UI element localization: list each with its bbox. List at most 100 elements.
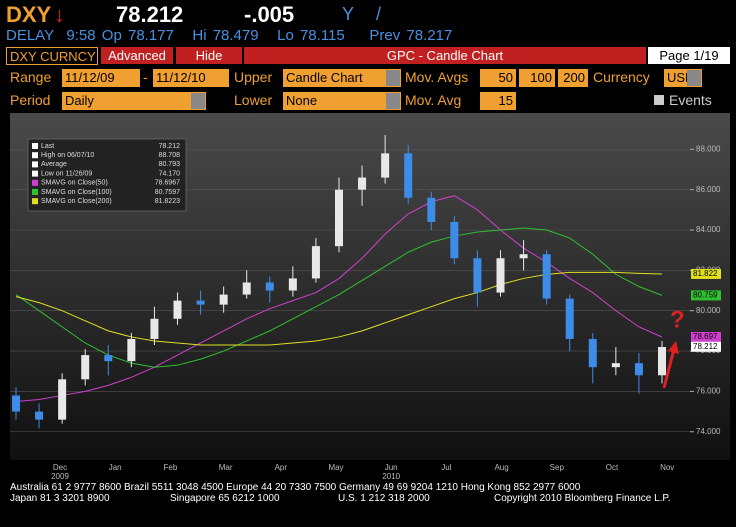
legend-label: Low on 11/26/09 (41, 170, 92, 177)
legend-label: SMAVG on Close(50) (41, 180, 108, 187)
legend-box (27, 138, 187, 212)
candle-body (588, 338, 597, 368)
low: Lo 78.115 (277, 27, 345, 44)
currency-select[interactable]: USD (664, 69, 702, 87)
x-tick-label: Feb (164, 463, 178, 472)
mov-avg[interactable]: 15 (480, 92, 516, 110)
lower-label: Lower (234, 92, 273, 108)
range-start[interactable]: 11/12/09 (62, 69, 140, 87)
y-tick-label: 86.000 (696, 185, 721, 194)
candle-body (519, 254, 528, 259)
sma-line (15, 271, 663, 346)
candle-body (658, 347, 666, 376)
candle-body (104, 355, 113, 362)
candle-body (496, 258, 505, 293)
range-end[interactable]: 11/12/10 (153, 69, 229, 87)
dropdown-arrow[interactable] (687, 70, 701, 86)
candle-body (311, 246, 320, 279)
advanced-button[interactable]: Advanced (101, 47, 173, 64)
legend-swatch (32, 179, 38, 186)
currency-label: Currency (593, 69, 650, 85)
legend-swatch (32, 170, 38, 177)
series-tag-box (691, 268, 721, 279)
annotation-arrowhead (668, 341, 679, 354)
y-tick-label: 88.000 (696, 144, 721, 153)
candle-chart: 74.00076.00078.00080.00082.00084.00086.0… (10, 113, 730, 479)
security[interactable]: DXY CURNCY (6, 47, 98, 65)
candle-body (196, 300, 205, 305)
candle-body (542, 254, 551, 299)
legend-value: 80.7597 (155, 189, 180, 196)
candle-body (242, 282, 251, 295)
period-value: Daily (65, 93, 94, 108)
x-tick-label: Aug (494, 463, 508, 472)
hide-button[interactable]: Hide (176, 47, 242, 64)
x-tick-label: Jun (385, 463, 398, 472)
annotation: ? (670, 306, 685, 333)
change: -.005 (244, 2, 295, 27)
open: Op 78.177 (101, 27, 174, 44)
x-tick-label: Apr (275, 463, 288, 472)
x-tick-label: Jul (441, 463, 451, 472)
mov-avg-1[interactable]: 50 (480, 69, 516, 87)
candle-body (427, 197, 436, 222)
flag: Y (342, 4, 355, 24)
delay: DELAY (6, 27, 55, 44)
chart-title: GPC - Candle Chart (244, 47, 646, 64)
legend-label: SMAVG on Close(200) (41, 198, 112, 205)
series-tag: 81.822 (693, 269, 718, 278)
events-checkbox[interactable] (654, 95, 664, 105)
time: 9:58 (66, 27, 96, 44)
legend-value: 88.708 (159, 152, 181, 159)
candle-body (473, 258, 482, 293)
upper-select[interactable]: Candle Chart (283, 69, 401, 87)
dropdown-arrow[interactable] (191, 93, 205, 109)
legend-value: 80.793 (159, 161, 181, 168)
mov-avg-3[interactable]: 200 (558, 69, 588, 87)
dropdown-arrow[interactable] (386, 93, 400, 109)
x-tick-label: Nov (660, 463, 674, 472)
candle-body (634, 363, 643, 376)
candle-body (288, 278, 297, 291)
price: 78.212 (116, 2, 184, 27)
page-indicator: Page 1/19 (648, 47, 730, 64)
mov-avg-label: Mov. Avg (405, 92, 462, 108)
lower-value: None (286, 93, 318, 108)
ticker: DXY (6, 2, 52, 27)
footer-singapore: Singapore 65 6212 1000 (170, 493, 280, 504)
annotation-arrow (662, 348, 676, 389)
series-tag-box (691, 290, 721, 301)
y-tick-label: 76.000 (696, 387, 721, 396)
lower-select[interactable]: None (283, 92, 401, 110)
quote-line: DELAY 9:58 Op 78.177 Hi 78.479 Lo 78.115… (6, 27, 452, 44)
candle-body (265, 282, 274, 291)
candle-body (81, 355, 90, 380)
legend-value: 78.212 (159, 143, 181, 150)
mov-avg-2[interactable]: 100 (519, 69, 555, 87)
x-tick-label: Sep (550, 463, 565, 472)
dropdown-arrow[interactable] (386, 70, 400, 86)
y-tick-label: 84.000 (696, 225, 721, 234)
legend-label: Last (41, 143, 54, 150)
legend-value: 74.170 (159, 170, 181, 177)
period-label: Period (10, 92, 51, 108)
x-tick-label: Mar (219, 463, 233, 472)
y-tick-label: 74.000 (696, 427, 721, 436)
candle-body (35, 411, 44, 420)
candle-body (219, 294, 228, 305)
candle-body (335, 189, 343, 247)
last-tag: 78.212 (693, 342, 718, 351)
year-label: 2009 (51, 472, 69, 479)
period-select[interactable]: Daily (62, 92, 206, 110)
upper-label: Upper (234, 69, 273, 85)
footer-copyright: Copyright 2010 Bloomberg Finance L.P. (494, 493, 671, 504)
candle-body (611, 363, 620, 368)
series-tag: 80.759 (693, 291, 718, 300)
footer-us: U.S. 1 212 318 2000 (338, 493, 430, 504)
legend-value: 81.8223 (155, 198, 180, 205)
x-tick-label: May (328, 463, 343, 472)
x-tick-label: Jan (109, 463, 122, 472)
legend-label: SMAVG on Close(100) (41, 189, 112, 196)
arrow: ↓ (54, 2, 65, 27)
